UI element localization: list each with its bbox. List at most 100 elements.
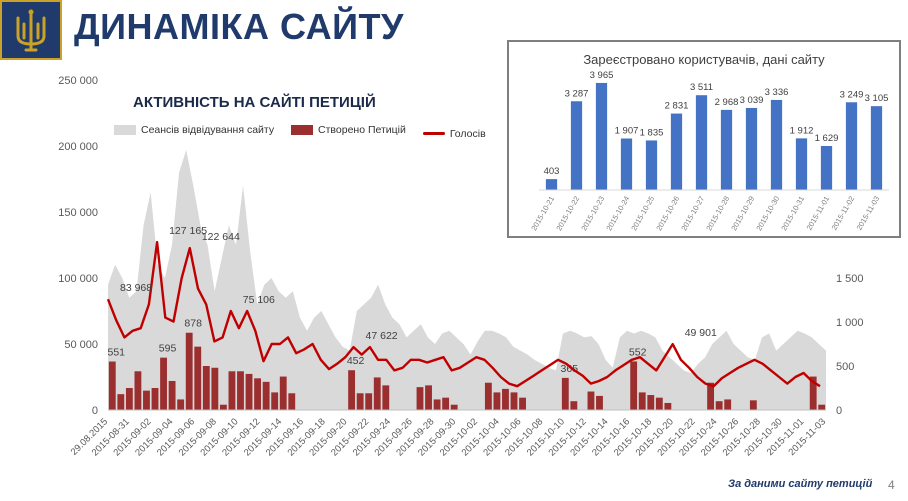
petitions-data-label: 452	[347, 355, 365, 367]
users-x-tick: 2015-11-03	[855, 195, 882, 232]
page-title: ДИНАМІКА САЙТУ	[74, 6, 404, 47]
left-axis-tick: 200 000	[58, 141, 98, 153]
votes-data-label: 75 106	[243, 294, 275, 306]
users-bar	[845, 102, 858, 190]
activity-chart-title: АКТИВНІСТЬ НА САЙТІ ПЕТИЦІЙ	[133, 94, 376, 111]
petitions-bar	[108, 361, 116, 410]
petitions-bar	[664, 402, 672, 410]
right-axis-tick: 1 000	[836, 317, 864, 329]
petitions-bar	[211, 367, 219, 410]
users-x-tick: 2015-10-24	[604, 195, 631, 233]
users-x-tick: 2015-10-26	[654, 195, 681, 233]
petitions-bar	[647, 395, 655, 410]
petitions-bar	[493, 392, 501, 410]
users-data-label: 3 105	[865, 93, 889, 104]
petitions-bar	[655, 397, 663, 410]
legend-item-votes: Голосів	[422, 127, 486, 140]
petitions-bar	[143, 390, 150, 410]
activity-chart: 0 50 000 100 000 150 000 200 000 250 000 0 500 1…	[58, 75, 864, 458]
petitions-bar	[168, 380, 176, 410]
users-data-label: 1 907	[615, 126, 639, 137]
petitions-bar	[365, 393, 373, 410]
petitions-bar	[707, 382, 715, 410]
users-bar	[670, 113, 683, 190]
legend-label-sessions: Сеансів відвідування сайту	[141, 124, 275, 136]
legend-swatch-votes	[422, 132, 445, 135]
users-data-label: 3 287	[565, 88, 589, 99]
petitions-bar	[450, 404, 458, 410]
registered-users-panel: Зареєстровано користувачів, дані сайту 4…	[507, 40, 901, 238]
votes-data-label: 47 622	[366, 330, 398, 342]
petitions-bar	[638, 392, 646, 410]
petitions-bar	[117, 394, 125, 410]
users-data-label: 403	[544, 166, 560, 177]
left-axis-tick: 0	[92, 405, 98, 417]
petitions-bar	[502, 388, 509, 410]
petitions-data-label: 365	[561, 363, 579, 375]
petitions-bar	[749, 400, 757, 410]
petitions-bar	[484, 382, 492, 410]
petitions-bar	[382, 385, 390, 410]
users-data-label: 2 968	[715, 97, 739, 108]
petitions-bar	[818, 404, 826, 410]
users-bar	[770, 99, 783, 190]
right-axis-tick: 0	[836, 405, 842, 417]
trident-icon	[16, 9, 46, 52]
petitions-bar	[194, 346, 202, 410]
petitions-bar	[373, 377, 381, 410]
legend-swatch-petitions	[291, 125, 314, 135]
users-bar	[870, 106, 883, 190]
right-axis-tick: 500	[836, 361, 854, 373]
users-bar	[795, 138, 808, 190]
left-axis-tick: 100 000	[58, 273, 98, 285]
petitions-bar	[185, 332, 193, 410]
petitions-data-label: 878	[184, 318, 202, 330]
petitions-bar	[596, 395, 603, 410]
petitions-bar	[160, 357, 167, 410]
petitions-bar	[219, 404, 227, 410]
users-x-tick: 2015-10-31	[779, 195, 806, 233]
petitions-bar	[519, 397, 526, 410]
page-number: 4	[888, 478, 895, 492]
users-x-tick: 2015-11-02	[830, 195, 857, 232]
users-bar	[820, 146, 833, 190]
users-bar	[645, 140, 658, 190]
petitions-bar	[348, 370, 356, 410]
votes-data-label: 49 901	[685, 327, 717, 339]
petitions-bar	[134, 371, 142, 410]
trident-emblem	[0, 0, 62, 60]
votes-data-label: 127 165	[169, 225, 207, 237]
petitions-bar	[202, 366, 210, 410]
petitions-bar	[228, 371, 236, 410]
users-x-tick: 2015-10-22	[554, 195, 581, 233]
petitions-bar	[262, 381, 270, 410]
petitions-bar	[151, 388, 159, 410]
petitions-bar	[416, 387, 424, 410]
activity-legend: Сеансів відвідування сайту Створено Пети…	[114, 124, 500, 140]
petitions-bar	[630, 361, 638, 410]
users-bar	[620, 138, 633, 190]
petitions-bar	[245, 373, 253, 410]
users-data-label: 1 912	[790, 125, 814, 136]
users-data-label: 3 511	[690, 82, 713, 93]
users-data-label: 2 831	[665, 101, 689, 112]
petitions-bar	[177, 399, 185, 410]
registered-users-chart: 403 2015-10-21 3 287 2015-10-22 3 965 2015-10…	[529, 70, 889, 233]
left-axis-tick: 250 000	[58, 75, 98, 87]
votes-data-label: 122 644	[202, 231, 240, 243]
legend-swatch-sessions	[114, 125, 136, 135]
users-x-tick: 2015-10-29	[729, 195, 756, 233]
petitions-bar	[254, 378, 262, 410]
petitions-bar	[237, 371, 244, 410]
legend-label-votes: Голосів	[449, 127, 486, 140]
petitions-data-label: 552	[629, 346, 647, 358]
votes-line	[106, 240, 821, 388]
right-axis-tick: 1 500	[836, 273, 864, 285]
petitions-bar	[288, 393, 296, 410]
petitions-bar	[561, 377, 569, 410]
petitions-bar	[425, 385, 432, 410]
users-data-label: 3 249	[840, 89, 864, 100]
users-x-tick: 2015-10-27	[679, 195, 706, 233]
users-data-label: 3 965	[590, 70, 614, 81]
users-bar	[545, 179, 558, 190]
